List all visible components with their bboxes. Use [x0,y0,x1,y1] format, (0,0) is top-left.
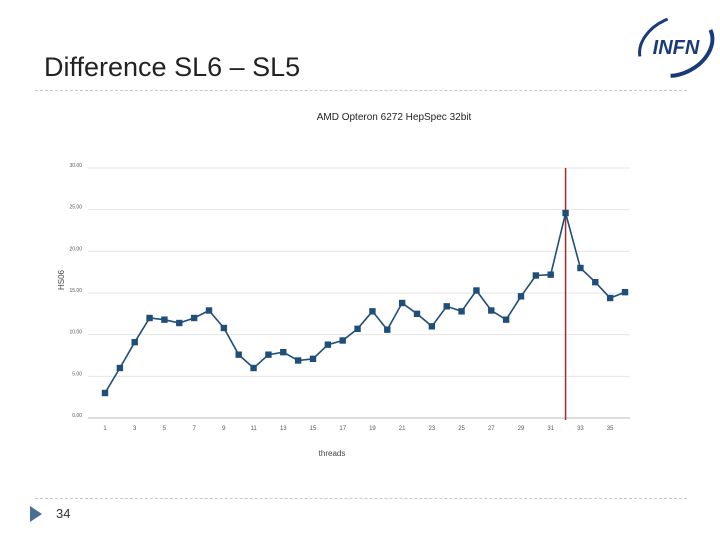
series-line [104,212,626,394]
data-point [577,264,584,272]
x-tick-label: 33 [577,426,584,432]
data-point [606,294,614,302]
data-point [532,272,540,279]
x-tick-label: 11 [250,426,257,432]
data-point [384,326,391,333]
infn-logo: INFN [637,13,715,79]
data-point [473,287,480,294]
data-point [502,316,510,323]
data-point [324,341,332,348]
data-point [517,293,525,300]
data-point [621,288,629,296]
x-tick-label: 13 [280,426,287,432]
data-point [176,319,183,327]
data-point [369,308,376,315]
y-tick-label: 30.00 [69,163,82,169]
logo-swoosh-top [637,13,715,79]
data-point [547,271,554,278]
y-tick-label: 20.00 [69,246,82,252]
data-point [458,308,465,315]
x-tick-label: 21 [399,426,406,432]
x-tick-label: 35 [607,426,614,432]
x-tick-label: 27 [488,426,495,432]
slide-title: Difference SL6 – SL5 [44,52,301,82]
data-point [265,351,272,358]
x-tick-label: 9 [222,426,226,432]
y-tick-label: 15.00 [69,288,82,294]
x-tick-label: 15 [310,426,317,432]
y-tick-label: 5.00 [72,371,82,377]
data-point [220,324,228,332]
x-tick-label: 17 [339,426,346,432]
data-point [190,314,198,322]
x-tick-label: 19 [369,426,376,432]
x-tick-label: 25 [458,426,465,432]
data-point [592,278,599,286]
data-point [488,307,495,314]
title-divider [35,90,687,91]
data-point [250,364,257,372]
footer-divider [35,498,687,499]
data-point [101,389,109,397]
data-point [146,314,153,322]
x-axis-label: threads [319,449,346,458]
data-point [309,355,317,363]
data-point [413,310,421,318]
y-tick-label: 0.00 [72,413,82,419]
page-number: 34 [56,506,71,521]
x-tick-label: 5 [163,426,167,432]
data-point [116,364,124,372]
data-point [354,325,361,333]
data-point [562,209,569,217]
data-point [161,316,168,323]
chart-title: AMD Opteron 6272 HepSpec 32bit [317,112,472,123]
data-point [131,338,138,346]
logo-text: INFN [653,37,700,59]
x-tick-label: 31 [547,426,554,432]
x-tick-label: 29 [518,426,525,432]
series-layer [101,168,629,420]
grid-layer [88,167,630,419]
y-axis-label: HS06 [57,269,66,290]
data-point [339,337,346,344]
x-tick-label: 3 [133,426,137,432]
bullet-arrow-icon [30,506,42,522]
y-tick-label: 25.00 [69,205,82,211]
logo-swoosh-bottom [638,14,714,78]
data-point [428,323,436,330]
data-point [280,348,287,356]
y-tick-label: 10.00 [69,330,82,336]
data-point [205,307,213,314]
x-tick-label: 1 [103,426,107,432]
x-tick-label: 7 [192,426,196,432]
data-point [294,357,302,364]
x-tick-label: 23 [429,426,436,432]
data-point [443,303,450,310]
data-point [398,299,406,307]
data-point [235,351,242,358]
